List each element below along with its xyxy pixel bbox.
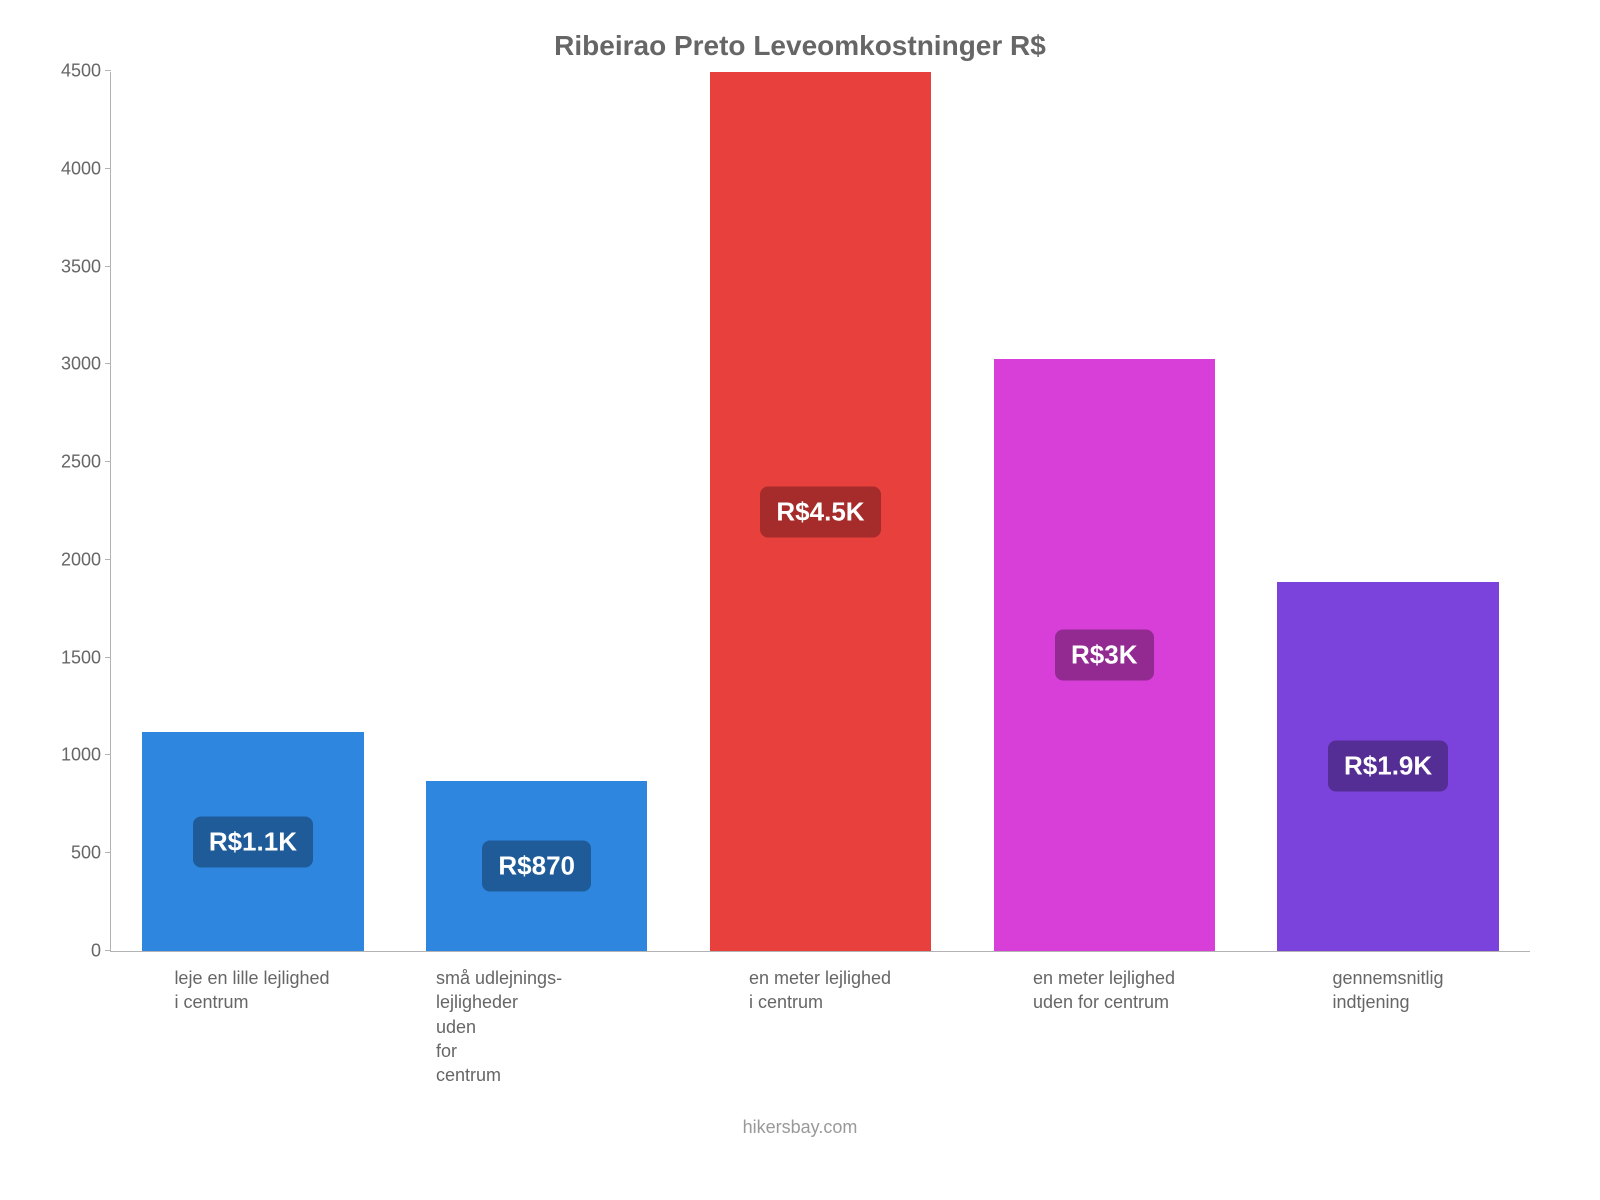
y-tick-label: 2000 (41, 549, 101, 570)
x-axis-labels: leje en lille lejlighed i centrum små udl… (110, 966, 1530, 1087)
y-tick-label: 2500 (41, 452, 101, 473)
bar: R$4.5K (710, 72, 931, 951)
plot-area: R$1.1KR$870R$4.5KR$3KR$1.9K 050010001500… (110, 72, 1530, 952)
y-tick-label: 0 (41, 941, 101, 962)
y-tick-label: 3000 (41, 354, 101, 375)
x-label-slot: en meter lejlighed i centrum (678, 966, 962, 1087)
y-tick-mark (105, 266, 111, 267)
y-tick-label: 3500 (41, 256, 101, 277)
chart-title: Ribeirao Preto Leveomkostninger R$ (40, 30, 1560, 62)
y-tick-label: 1000 (41, 745, 101, 766)
x-axis-label: en meter lejlighed uden for centrum (1033, 966, 1175, 1087)
y-tick-mark (105, 461, 111, 462)
x-label-slot: gennemsnitlig indtjening (1246, 966, 1530, 1087)
chart-credit: hikersbay.com (40, 1117, 1560, 1138)
chart-container: Ribeirao Preto Leveomkostninger R$ R$1.1… (0, 0, 1600, 1200)
y-tick-mark (105, 70, 111, 71)
bar: R$3K (994, 359, 1215, 951)
bar: R$1.9K (1277, 582, 1498, 951)
bar-value-label: R$870 (482, 841, 591, 892)
x-label-slot: små udlejnings-lejligheder uden for cent… (394, 966, 678, 1087)
y-tick-mark (105, 950, 111, 951)
bar: R$1.1K (142, 732, 363, 951)
y-tick-label: 4000 (41, 158, 101, 179)
bar: R$870 (426, 781, 647, 951)
bar-value-label: R$1.1K (193, 816, 313, 867)
x-axis-label: gennemsnitlig indtjening (1332, 966, 1443, 1087)
bar-value-label: R$1.9K (1328, 741, 1448, 792)
x-axis-label: leje en lille lejlighed i centrum (174, 966, 329, 1087)
y-tick-label: 4500 (41, 61, 101, 82)
y-tick-label: 1500 (41, 647, 101, 668)
bars-group: R$1.1K R$870 R$4.5K R$3K R$1.9K (111, 72, 1530, 951)
x-label-slot: en meter lejlighed uden for centrum (962, 966, 1246, 1087)
bar-slot: R$3K (962, 72, 1246, 951)
bar-slot: R$1.9K (1246, 72, 1530, 951)
y-tick-mark (105, 363, 111, 364)
bar-slot: R$4.5K (679, 72, 963, 951)
y-tick-mark (105, 168, 111, 169)
x-label-slot: leje en lille lejlighed i centrum (110, 966, 394, 1087)
bar-slot: R$1.1K (111, 72, 395, 951)
bar-slot: R$870 (395, 72, 679, 951)
y-tick-mark (105, 754, 111, 755)
x-axis-label: små udlejnings-lejligheder uden for cent… (436, 966, 636, 1087)
x-axis-label: en meter lejlighed i centrum (749, 966, 891, 1087)
y-tick-mark (105, 852, 111, 853)
bar-value-label: R$3K (1055, 630, 1153, 681)
y-tick-mark (105, 559, 111, 560)
bar-value-label: R$4.5K (760, 486, 880, 537)
y-tick-mark (105, 657, 111, 658)
y-tick-label: 500 (41, 843, 101, 864)
